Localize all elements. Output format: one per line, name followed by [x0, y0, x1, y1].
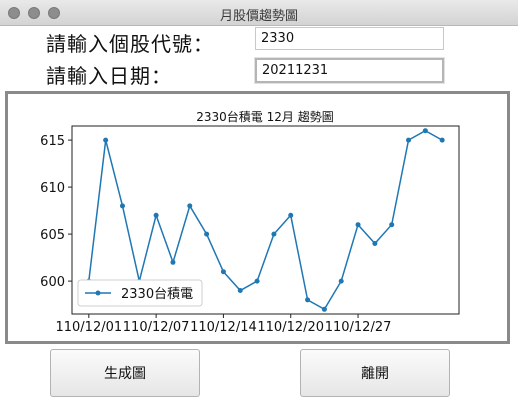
- y-tick-label: 600: [40, 275, 65, 290]
- data-point: [204, 231, 210, 237]
- plot-area: [71, 125, 460, 315]
- date-input[interactable]: [255, 58, 444, 83]
- zoom-window-button[interactable]: [48, 7, 60, 19]
- x-tick-label: 110/12/07: [123, 320, 190, 335]
- data-point: [170, 259, 176, 265]
- data-point: [406, 137, 412, 143]
- x-tick-label: 110/12/20: [257, 320, 324, 335]
- data-point: [355, 222, 361, 228]
- x-tick-label: 110/12/01: [55, 320, 122, 335]
- data-point: [237, 288, 243, 293]
- data-point: [321, 306, 327, 312]
- series-line: [88, 129, 443, 311]
- chart-title: 2330台積電 12月 趨勢圖: [196, 109, 333, 124]
- stock-code-label: 請輸入個股代號：: [46, 32, 214, 56]
- title-bar: 月股價趨勢圖: [0, 0, 518, 26]
- generate-chart-button[interactable]: 生成圖: [50, 349, 200, 397]
- legend: 2330台積電: [77, 279, 203, 307]
- x-tick-label: 110/12/27: [325, 320, 392, 335]
- data-point: [153, 212, 159, 218]
- window-title: 月股價趨勢圖: [219, 9, 298, 24]
- data-point: [103, 137, 109, 143]
- data-point: [288, 212, 294, 218]
- close-window-button[interactable]: [8, 7, 20, 19]
- data-point: [338, 278, 344, 284]
- exit-button[interactable]: 離開: [300, 349, 450, 397]
- x-tick-label: 110/12/14: [190, 320, 257, 335]
- y-tick-label: 605: [40, 228, 65, 243]
- stock-code-input[interactable]: [255, 27, 444, 50]
- data-point: [119, 203, 125, 209]
- minimize-window-button[interactable]: [28, 7, 40, 19]
- legend-box: [77, 279, 203, 307]
- legend-label: 2330台積電: [121, 287, 193, 302]
- data-point: [372, 241, 378, 246]
- legend-marker: [95, 290, 101, 296]
- data-point: [389, 222, 395, 228]
- data-point: [254, 278, 260, 284]
- data-point: [422, 128, 428, 134]
- data-point: [271, 231, 277, 237]
- data-point: [220, 269, 226, 275]
- data-point: [305, 297, 311, 303]
- y-tick-label: 615: [40, 134, 65, 149]
- data-point: [439, 137, 445, 143]
- data-point: [187, 203, 193, 209]
- y-tick-label: 610: [40, 181, 65, 196]
- chart-frame: 2330台積電 12月 趨勢圖 600 605 610 615 110/12/01 11…: [5, 91, 510, 344]
- date-label: 請輸入日期：: [46, 64, 172, 88]
